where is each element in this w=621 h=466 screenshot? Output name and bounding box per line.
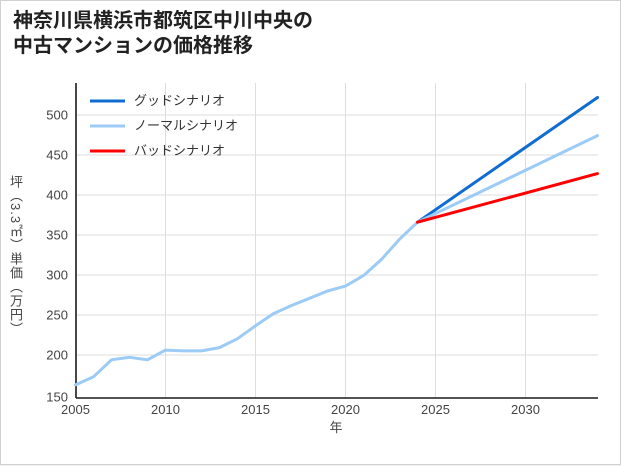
svg-text:グッドシナリオ: グッドシナリオ — [134, 93, 225, 108]
svg-text:バッドシナリオ: バッドシナリオ — [134, 143, 225, 158]
svg-text:ノーマルシナリオ: ノーマルシナリオ — [134, 118, 238, 133]
